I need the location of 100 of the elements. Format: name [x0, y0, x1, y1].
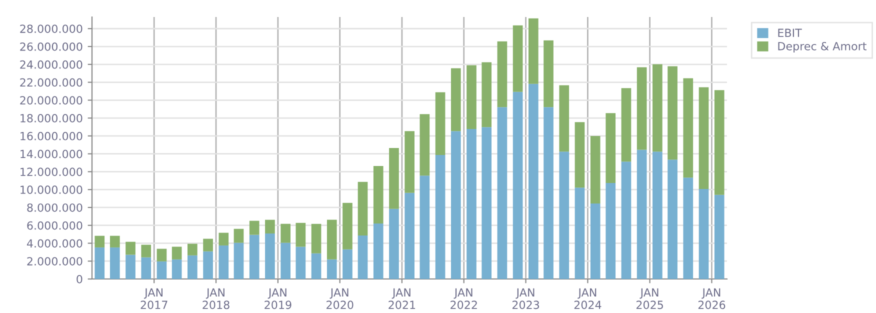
bar [156, 248, 167, 262]
bar [94, 247, 105, 279]
bar [528, 84, 538, 279]
bar [203, 251, 213, 279]
bar [234, 228, 244, 243]
bar [698, 87, 709, 189]
bar [450, 131, 461, 279]
bar [389, 148, 399, 209]
bar [110, 247, 120, 279]
bar [373, 166, 384, 224]
bar [544, 40, 554, 108]
bar [265, 233, 275, 279]
bar [280, 224, 290, 243]
bar [606, 113, 616, 183]
y-tick-label: 6.000.000 [27, 221, 82, 230]
y-tick-label: 4.000.000 [26, 239, 82, 248]
bar [218, 245, 229, 279]
bar [126, 254, 136, 279]
bar [141, 244, 152, 258]
x-tick-label: JAN 2018 [202, 288, 230, 310]
y-tick-label: 0 [76, 274, 82, 284]
bar [358, 182, 368, 236]
x-tick-label: JAN 2023 [512, 288, 540, 310]
bar [636, 67, 647, 150]
bar [249, 220, 260, 235]
bar [683, 178, 694, 279]
y-tick-label: 24.000.000 [20, 60, 82, 69]
bar [435, 154, 446, 279]
bar [621, 88, 632, 162]
bar [404, 192, 415, 279]
bar [497, 107, 508, 279]
bar [296, 246, 306, 279]
bar [311, 253, 322, 279]
bar [652, 152, 662, 279]
bar [249, 234, 260, 279]
y-tick-label: 12.000.000 [20, 168, 82, 176]
y-tick-label: 2.000.000 [27, 257, 82, 266]
bar [420, 114, 430, 176]
bar [342, 249, 352, 279]
x-tick-label: JAN 2026 [698, 288, 726, 310]
bar [590, 204, 600, 279]
y-tick-label: 10.000.000 [20, 186, 82, 194]
bar [466, 129, 476, 279]
bar [203, 238, 213, 252]
legend-label: EBIT [778, 28, 802, 37]
bar [528, 18, 538, 84]
bar [188, 255, 198, 279]
bar [559, 85, 570, 152]
bar [126, 242, 136, 255]
bar [188, 244, 198, 256]
bar [389, 208, 399, 279]
y-tick-label: 18.000.000 [20, 114, 82, 122]
bar [342, 202, 352, 250]
bar [234, 242, 244, 279]
bar [141, 257, 152, 279]
bar [435, 92, 446, 155]
bar [482, 127, 492, 279]
x-tick-label: JAN 2025 [636, 288, 663, 310]
bar [326, 220, 337, 260]
bar [606, 182, 616, 279]
x-tick-label: JAN 2022 [450, 288, 477, 310]
bar [280, 242, 290, 279]
bar [698, 188, 709, 279]
y-tick-label: 20.000.000 [20, 96, 82, 105]
x-tick-label: JAN 2020 [326, 288, 354, 310]
bar [714, 90, 724, 195]
y-tick-label: 14.000.000 [20, 150, 82, 158]
bar [683, 78, 694, 178]
bar [420, 176, 430, 279]
bar [668, 66, 678, 160]
bar [574, 188, 585, 279]
bar [110, 236, 120, 248]
bar [590, 136, 600, 204]
y-tick-label: 16.000.000 [20, 132, 82, 140]
bar [714, 194, 724, 279]
bar [559, 152, 570, 279]
bar [94, 236, 105, 248]
bar [544, 107, 554, 279]
y-tick-label: 28.000.000 [20, 24, 82, 34]
bar [358, 235, 368, 279]
bar [466, 65, 476, 130]
bar [574, 122, 585, 188]
bar [218, 232, 229, 246]
y-tick-label: 26.000.000 [20, 42, 82, 51]
y-tick-label: 8.000.000 [27, 203, 82, 212]
bar [172, 246, 182, 260]
bar [482, 62, 492, 128]
bar [512, 92, 523, 279]
y-tick-label: 22.000.000 [20, 78, 82, 87]
bar [621, 162, 632, 279]
bar [404, 131, 415, 193]
bar [668, 160, 678, 279]
bar [512, 25, 523, 92]
bar [652, 64, 662, 152]
x-tick-label: JAN 2017 [140, 288, 168, 310]
bar [311, 224, 322, 254]
bar [172, 259, 182, 279]
bar [296, 222, 306, 247]
x-tick-label: JAN 2021 [388, 288, 416, 310]
legend-label: Deprec & Amort [778, 42, 866, 53]
